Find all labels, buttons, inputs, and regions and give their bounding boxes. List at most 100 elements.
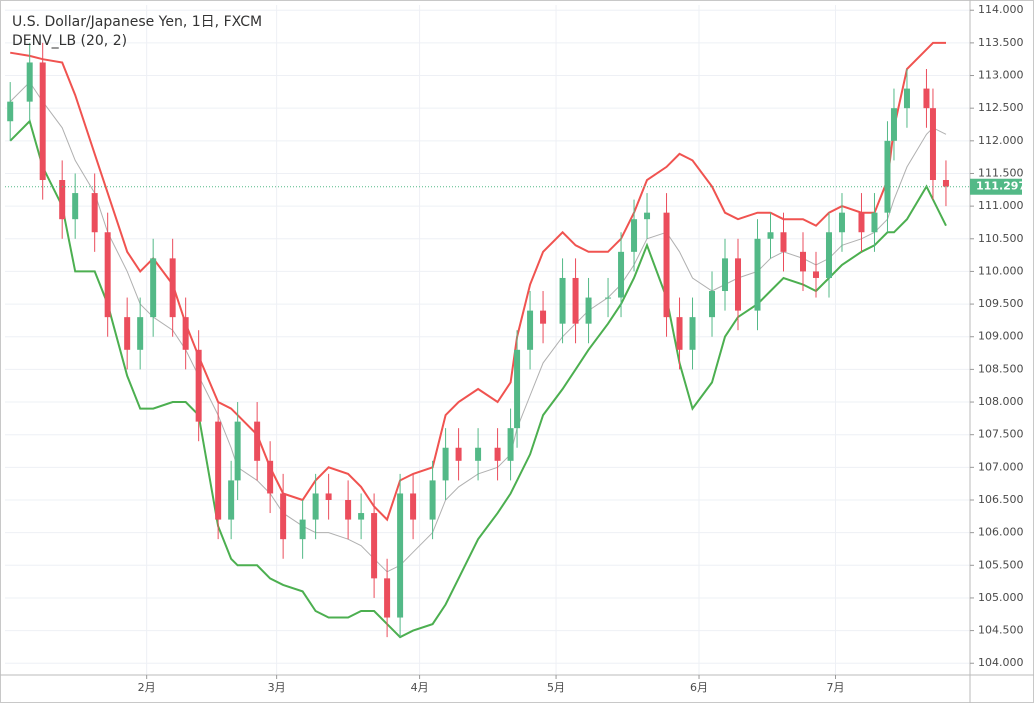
candle-body [735,258,742,311]
candle-body [72,193,79,220]
candle-body [754,238,761,311]
candle-body [676,317,683,350]
x-tick-label: 4月 [411,681,429,694]
candle-body [644,212,651,220]
x-tick-label: 2月 [138,681,156,694]
candle-body [384,578,391,618]
candle-body [942,180,949,187]
candle-body [890,108,897,141]
plot [5,41,970,639]
y-tick-label: 110.000 [978,264,1024,277]
candle-body [455,447,462,461]
chart-title: U.S. Dollar/Japanese Yen, 1日, FXCM [12,14,262,30]
y-tick-label: 106.500 [978,493,1024,506]
candle-body [280,493,287,540]
y-tick-label: 109.000 [978,330,1024,343]
candle-body [871,212,878,233]
y-tick-label: 107.000 [978,460,1024,473]
y-tick-label: 113.500 [978,36,1024,49]
candle-body [475,447,482,461]
candle-body [618,251,625,298]
candle-body [104,232,111,318]
y-tick-label: 104.000 [978,656,1024,669]
candle-body [312,493,319,520]
candle-body [780,232,787,252]
candle-body [884,140,891,213]
candle-body [514,349,521,429]
last-price-label: 111.297 [976,180,1026,193]
candle-body [527,310,534,350]
y-tick-label: 107.500 [978,428,1024,441]
candle-body [358,513,365,520]
y-tick-label: 106.000 [978,526,1024,539]
y-tick-label: 111.000 [978,199,1024,212]
y-tick-label: 108.000 [978,395,1024,408]
y-tick-label: 111.500 [978,166,1024,179]
y-tick-label: 112.500 [978,101,1024,114]
candle-body [228,480,235,520]
y-tick-label: 114.000 [978,3,1024,16]
candle-body [929,108,936,181]
candle-body [767,232,774,239]
candle-body [325,493,332,500]
y-tick-label: 105.000 [978,591,1024,604]
indicator-label: DENV_LB (20, 2) [12,33,127,49]
candle-body [923,88,930,109]
candle-body [91,193,98,233]
x-tick-label: 6月 [690,681,708,694]
candle-body [26,62,33,102]
candle-body [195,349,202,422]
candle-body [631,219,638,252]
candle-body [722,258,729,292]
candle-body [254,421,261,461]
candle-body [215,421,222,520]
candle-body [124,317,131,350]
candle-body [605,297,612,299]
candle-body [169,258,176,318]
candle-body [663,212,670,318]
candle-body [182,317,189,350]
candle-body [540,310,547,324]
candle-body [838,212,845,233]
y-tick-label: 108.500 [978,362,1024,375]
y-tick-label: 112.000 [978,134,1024,147]
candle-body [903,88,910,109]
candle-body [494,447,501,461]
candle-body [825,232,832,278]
candle-body [345,499,352,520]
x-tick-label: 3月 [268,681,286,694]
candle-body [299,519,306,540]
y-tick-label: 110.500 [978,232,1024,245]
candle-body [799,251,806,272]
candle-body [709,291,716,318]
y-tick-label: 104.500 [978,624,1024,637]
candle-body [559,277,566,324]
candle-body [39,62,46,181]
candle-body [858,212,865,233]
x-tick-label: 5月 [547,681,565,694]
y-tick-label: 113.000 [978,69,1024,82]
x-tick-label: 7月 [826,681,844,694]
candle-body [150,258,157,318]
candle-body [689,317,696,350]
candle-body [572,277,579,324]
candle-body [137,317,144,350]
candle-body [812,271,819,278]
candle-body [429,480,436,520]
candle-body [267,460,274,494]
band-line [10,41,946,522]
candle-body [397,493,404,618]
y-tick-label: 109.500 [978,297,1024,310]
candle-body [371,513,378,579]
candle-body [507,428,514,461]
band-line [9,119,947,639]
axes: 104.000 104.500 105.000 105.500 106.000 106.5… [138,3,1026,694]
candle-body [234,421,241,481]
grid [5,5,970,675]
candle-body [410,493,417,520]
last-price-box [970,178,1022,195]
candle-body [59,180,66,220]
candle-body [442,447,449,481]
candle-body [585,297,592,324]
